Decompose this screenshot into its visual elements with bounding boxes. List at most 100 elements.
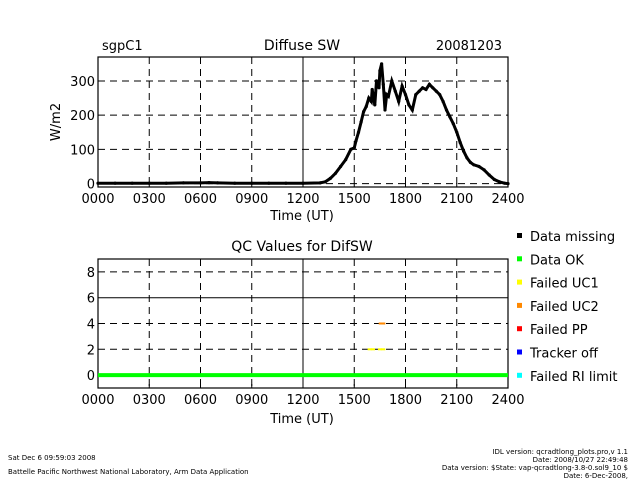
footer-idl-version: IDL version: qcradtlong_plots.pro,v 1.1 xyxy=(492,448,628,456)
chart1-point xyxy=(417,89,421,93)
legend-label-4: Failed PP xyxy=(530,323,588,338)
chart1-point xyxy=(383,108,387,112)
chart1-point xyxy=(344,158,348,162)
footer-plot-date: Date: 6-Dec-2008, xyxy=(564,472,628,480)
chart1-point xyxy=(181,181,185,185)
chart1-point xyxy=(377,86,381,90)
chart2-xtick-label: 2400 xyxy=(491,393,524,408)
chart2-ytick-label: 8 xyxy=(87,266,95,281)
chart1-xtick-label: 2100 xyxy=(440,192,473,207)
chart2-point-2 xyxy=(367,348,372,351)
chart1-xtick-label: 2400 xyxy=(491,192,524,207)
chart1-point xyxy=(378,69,382,73)
chart1-point xyxy=(198,181,203,185)
chart1-point xyxy=(448,115,452,119)
legend-label-6: Failed RI limit xyxy=(530,370,617,385)
site-label: sgpC1 xyxy=(102,39,143,54)
chart1-point xyxy=(339,164,343,169)
chart1-point xyxy=(364,105,368,109)
chart2-xtick-label: 1200 xyxy=(286,393,319,408)
chart1-xtick-label: 0300 xyxy=(133,192,166,207)
chart2-point-3 xyxy=(378,322,383,325)
chart1-point xyxy=(444,108,449,112)
chart2-point-3 xyxy=(381,322,386,325)
chart2-ytick-label: 2 xyxy=(87,343,95,358)
chart1-point xyxy=(318,181,322,185)
chart2-xlabel: Time (UT) xyxy=(269,412,334,427)
chart2-point-2 xyxy=(377,348,382,351)
chart1-point xyxy=(487,173,491,177)
chart2-legend: Data missing Data OK Failed UC1 Failed UC2 F… xyxy=(517,230,617,385)
chart1-point xyxy=(400,84,404,88)
chart1-point xyxy=(356,130,361,134)
legend-marker-4 xyxy=(517,326,522,332)
chart1-ytick-label: 200 xyxy=(70,109,95,124)
chart1-point xyxy=(164,181,168,185)
chart1-point xyxy=(207,181,211,185)
chart1-point xyxy=(482,168,486,172)
chart1-ylabel: W/m2 xyxy=(49,103,64,141)
chart1-point xyxy=(431,86,435,90)
chart1-ytick-label: 300 xyxy=(70,75,95,90)
chart2-xtick-label: 1800 xyxy=(389,393,422,408)
chart1-xtick-label: 0600 xyxy=(184,192,217,207)
chart1-point xyxy=(465,156,469,160)
chart1-point xyxy=(354,139,358,143)
footer-idl-date: Date: 2008/10/27 22:49:48 xyxy=(533,456,628,464)
chart1-point xyxy=(497,180,502,184)
chart1-point xyxy=(130,181,134,185)
chart1-point xyxy=(424,87,428,92)
chart1-point xyxy=(506,182,510,186)
chart1-xtick-label: 1800 xyxy=(389,192,422,207)
chart2-plot-area: 0000 0300 0600 0900 1200 1500 1800 2100 2400 0 2 4 6… xyxy=(81,258,525,408)
chart1-point xyxy=(233,181,237,185)
legend-marker-5 xyxy=(517,349,522,355)
chart1-xtick-label: 1200 xyxy=(286,192,319,207)
chart1-point xyxy=(147,181,151,185)
chart2-ytick-label: 4 xyxy=(87,318,95,333)
legend-label-5: Tracker off xyxy=(529,347,599,362)
legend-label-1: Data OK xyxy=(530,253,584,268)
chart1-point xyxy=(492,177,496,182)
chart1-point xyxy=(359,120,363,124)
chart1-point xyxy=(301,181,305,185)
chart1-point xyxy=(503,181,507,185)
chart1-point xyxy=(352,146,356,150)
legend-marker-3 xyxy=(517,302,522,308)
chart2-point-2 xyxy=(371,348,375,351)
chart2-xtick-label: 2100 xyxy=(440,393,473,408)
chart1-point xyxy=(374,79,379,83)
chart2-xtick-label: 0000 xyxy=(81,393,114,408)
chart1-point xyxy=(462,149,466,153)
legend-label-0: Data missing xyxy=(530,230,615,245)
chart1-point xyxy=(386,94,390,98)
chart1-point xyxy=(458,140,462,145)
legend-label-3: Failed UC2 xyxy=(530,300,599,315)
chart1-ytick-label: 0 xyxy=(87,178,95,193)
chart1-point xyxy=(438,93,442,97)
chart1-point xyxy=(421,86,425,90)
chart1-xlabel: Time (UT) xyxy=(269,209,334,224)
chart1-point xyxy=(393,89,397,93)
chart1-point xyxy=(410,108,414,112)
chart1-ytick-label: 100 xyxy=(70,143,95,158)
chart1-point xyxy=(373,103,377,107)
footer-lab: Battelle Pacific Northwest National Labo… xyxy=(8,468,249,476)
chart1-point xyxy=(96,181,100,185)
chart1-point xyxy=(369,99,373,104)
chart2-point-2 xyxy=(381,348,386,351)
chart1-point xyxy=(284,181,288,185)
chart2-xtick-label: 0300 xyxy=(133,393,166,408)
legend-marker-6 xyxy=(517,372,522,378)
legend-marker-2 xyxy=(517,279,522,285)
legend-marker-0 xyxy=(517,233,522,238)
footer-timestamp: Sat Dec 6 09:59:03 2008 xyxy=(8,454,96,462)
chart1-point xyxy=(113,181,117,185)
chart1-point xyxy=(333,171,338,175)
chart1-xtick-label: 0900 xyxy=(235,192,268,207)
chart1-point xyxy=(455,130,459,134)
chart1-title: Diffuse SW xyxy=(264,38,340,54)
chart1-point xyxy=(427,82,431,86)
chart1-point xyxy=(267,181,271,185)
